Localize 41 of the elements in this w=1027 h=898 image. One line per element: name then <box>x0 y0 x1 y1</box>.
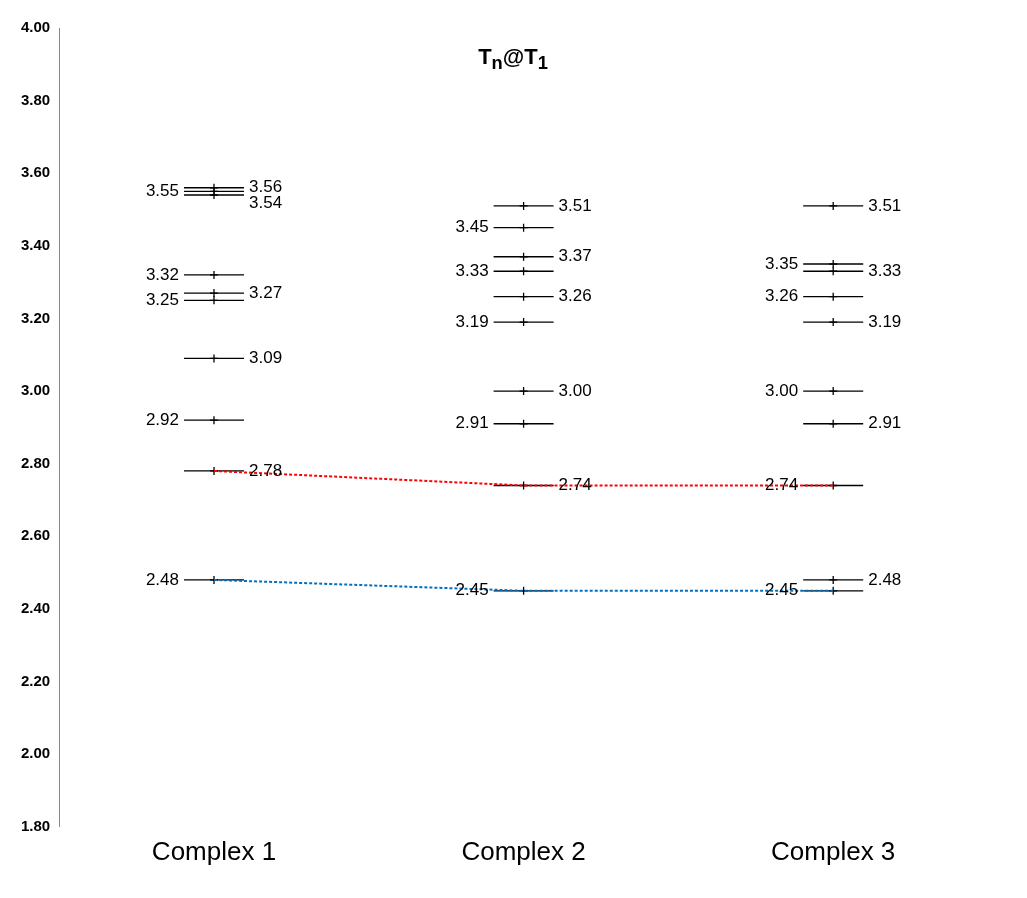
x-tick-label: Complex 3 <box>771 835 896 866</box>
y-tick-label: 2.80 <box>20 453 51 471</box>
y-tick-label: 2.20 <box>20 671 51 689</box>
text: T$_{n}$@T$_{1}$ <box>477 44 549 75</box>
y-tick-label: 3.20 <box>20 308 51 326</box>
data-label: 2.48 <box>868 569 902 589</box>
data-label: 3.26 <box>765 286 799 306</box>
y-tick-label: 4.00 <box>20 18 51 36</box>
data-label: 2.45 <box>455 580 489 600</box>
data-label: 3.51 <box>558 195 592 215</box>
data-label: 3.33 <box>455 260 489 280</box>
data-label: 2.91 <box>868 413 902 433</box>
data-label: 2.92 <box>145 409 179 429</box>
y-tick-label: 1.80 <box>20 816 51 834</box>
data-label: 2.74 <box>558 475 592 495</box>
y-tick-label: 3.00 <box>20 381 51 399</box>
data-label: 3.32 <box>145 264 179 284</box>
data-label: 3.55 <box>145 181 179 201</box>
y-tick-label: 2.40 <box>20 599 51 617</box>
y-tick-label: 2.60 <box>20 526 51 544</box>
y-tick-label: 3.80 <box>20 90 51 108</box>
data-label: 3.27 <box>249 282 283 302</box>
data-label: 3.19 <box>868 311 902 331</box>
data-label: 3.35 <box>765 253 799 273</box>
data-label: 3.45 <box>455 217 489 237</box>
y-tick-label: 3.40 <box>20 236 51 253</box>
data-label: 3.26 <box>558 286 592 306</box>
data-label: 2.91 <box>455 413 489 433</box>
data-label: 3.51 <box>868 195 902 215</box>
data-label: 2.48 <box>145 569 179 589</box>
data-label: 3.25 <box>145 290 179 310</box>
y-tick-label: 3.60 <box>20 163 51 181</box>
data-label: 3.00 <box>765 380 799 400</box>
x-tick-label: Complex 1 <box>151 835 277 866</box>
data-label: 3.09 <box>249 348 283 368</box>
x-tick-label: Complex 2 <box>461 835 586 866</box>
data-label: 3.37 <box>558 246 592 266</box>
y-tick-label: 2.00 <box>20 744 51 762</box>
data-label: 3.19 <box>455 311 489 331</box>
data-label: 3.33 <box>868 260 902 280</box>
data-label: 3.00 <box>558 380 592 400</box>
